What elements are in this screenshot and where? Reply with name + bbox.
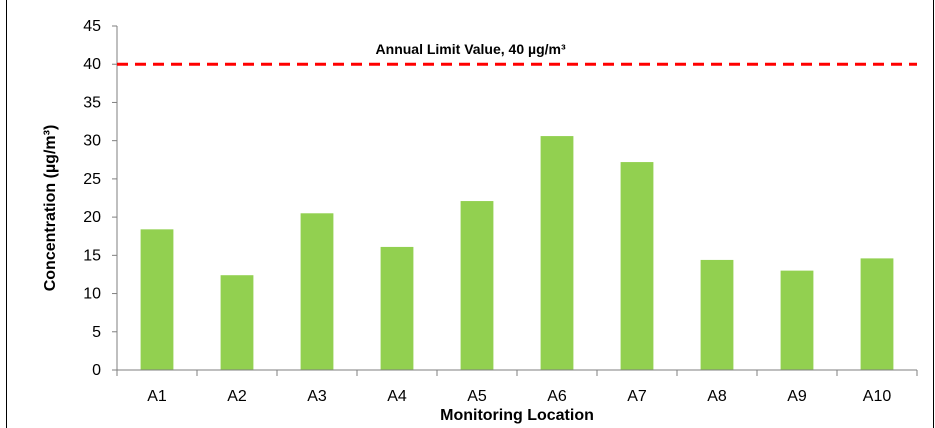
y-tick-label: 25	[83, 171, 101, 188]
y-tick-label: 5	[92, 324, 101, 341]
x-tick-label: A5	[467, 388, 487, 405]
chart-frame	[6, 0, 934, 428]
y-tick-label: 30	[83, 133, 101, 150]
bars	[140, 136, 894, 370]
bar-a9	[780, 270, 814, 370]
y-tick-label: 40	[83, 56, 101, 73]
x-tick-label: A10	[863, 388, 892, 405]
bar-a8	[700, 259, 734, 370]
x-tick-label: A1	[147, 388, 167, 405]
x-tick-label: A9	[787, 388, 807, 405]
x-axis-title: Monitoring Location	[440, 407, 594, 424]
y-tick-label: 20	[83, 209, 101, 226]
y-axis-ticks: 0 5 10 15 20 25 30 35 40 45	[83, 18, 117, 379]
x-tick-label: A4	[387, 388, 407, 405]
y-tick-label: 35	[83, 94, 101, 111]
x-axis-ticks: A1 A2 A3 A4 A5 A6 A7 A8 A9 A10	[116, 370, 918, 405]
bar-a1	[140, 229, 174, 370]
bar-a3	[300, 213, 334, 370]
y-tick-label: 45	[83, 18, 101, 35]
bar-a4	[380, 246, 414, 370]
x-tick-label: A3	[307, 388, 327, 405]
y-axis-title: Concentration (µg/m³)	[42, 125, 59, 292]
x-tick-label: A6	[547, 388, 567, 405]
limit-label: Annual Limit Value, 40 µg/m³	[376, 41, 566, 57]
bar-a5	[460, 201, 494, 370]
bar-a10	[860, 258, 894, 370]
y-tick-label: 15	[83, 247, 101, 264]
bar-a2	[220, 275, 254, 370]
x-tick-label: A2	[227, 388, 247, 405]
y-tick-label: 10	[83, 286, 101, 303]
x-tick-label: A8	[707, 388, 727, 405]
y-tick-label: 0	[92, 362, 101, 379]
bar-a7	[620, 162, 654, 370]
x-tick-label: A7	[627, 388, 647, 405]
bar-a6	[540, 136, 574, 370]
